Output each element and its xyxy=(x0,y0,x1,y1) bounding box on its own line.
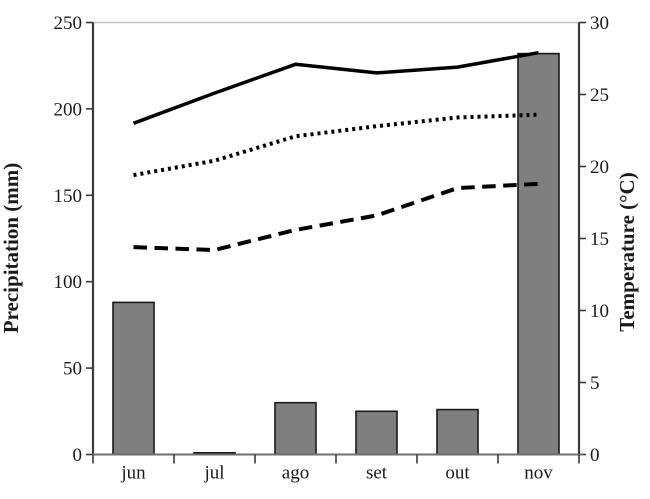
month-label-nov: nov xyxy=(524,463,553,484)
month-label-set: set xyxy=(366,463,388,484)
temperature-lines xyxy=(132,50,539,252)
y-axis-right: 0 5 10 15 20 25 30 xyxy=(577,13,609,466)
month-label-jul: jul xyxy=(203,463,224,484)
precipitation-bars xyxy=(112,52,560,456)
right-tick-label-5: 5 xyxy=(590,373,600,394)
left-tick-label-200: 200 xyxy=(54,99,83,120)
month-label-out: out xyxy=(445,463,470,484)
month-label-ago: ago xyxy=(282,463,309,484)
left-axis-title: Precipitation (mm) xyxy=(0,163,23,333)
bar-nov xyxy=(517,52,560,456)
left-tick-label-50: 50 xyxy=(63,359,82,380)
left-tick-label-150: 150 xyxy=(54,186,83,207)
left-tick-label-100: 100 xyxy=(54,272,83,293)
bar-set xyxy=(355,410,398,456)
right-tick-label-20: 20 xyxy=(590,157,609,178)
month-label-jun: jun xyxy=(120,463,146,484)
right-tick-label-25: 25 xyxy=(590,85,609,106)
right-tick-label-15: 15 xyxy=(590,229,609,250)
temperature-max-line xyxy=(132,50,539,125)
right-tick-label-30: 30 xyxy=(590,13,609,34)
right-axis-title: Temperature (°C) xyxy=(615,172,639,331)
y-axis-left: 0 50 100 150 200 250 xyxy=(54,13,95,466)
bar-jun xyxy=(112,301,155,456)
x-axis: jun jul ago set out nov xyxy=(92,453,583,484)
left-tick-label-0: 0 xyxy=(73,445,83,466)
left-tick-label-250: 250 xyxy=(54,13,83,34)
temperature-mean-line xyxy=(133,112,539,178)
bar-out xyxy=(436,408,479,456)
bar-ago xyxy=(274,401,317,456)
right-tick-label-10: 10 xyxy=(590,301,609,322)
right-tick-label-0: 0 xyxy=(590,445,600,466)
temperature-min-line xyxy=(133,181,539,252)
